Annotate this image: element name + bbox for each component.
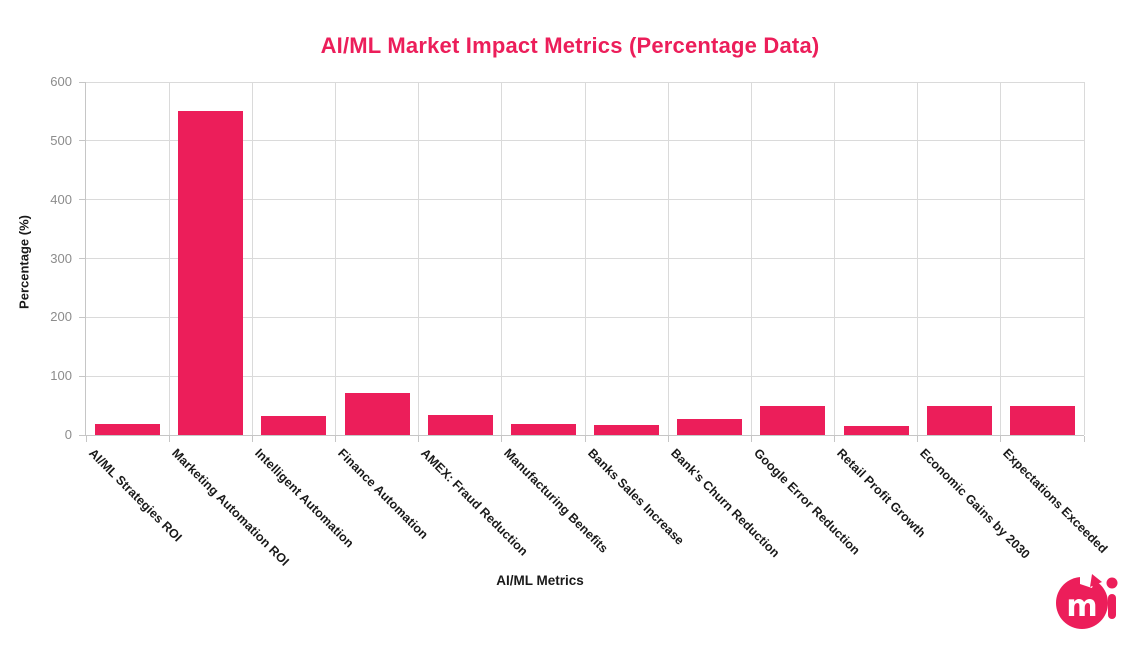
gridline-x-10 xyxy=(917,82,919,435)
bar-1[interactable] xyxy=(95,424,161,435)
gridline-x-12 xyxy=(1083,82,1085,435)
gridline-x-6 xyxy=(584,82,586,435)
y-tick-mark-200 xyxy=(79,316,85,318)
x-category-label-10: Retail Profit Growth xyxy=(834,446,929,541)
y-tick-mark-300 xyxy=(79,258,85,259)
gridline-x-5 xyxy=(501,82,503,435)
x-category-label-1: AI/ML Strategies ROI xyxy=(85,446,185,545)
x-tick-mark-5 xyxy=(501,436,503,442)
bar-10[interactable] xyxy=(843,425,909,435)
y-tick-label-100: 100 xyxy=(50,368,72,384)
y-tick-mark-100 xyxy=(79,375,85,377)
x-tick-mark-3 xyxy=(335,436,336,442)
gridline-x-2 xyxy=(251,82,253,435)
y-tick-mark-400 xyxy=(79,199,85,201)
gridline-x-11 xyxy=(1000,82,1002,435)
y-tick-mark-600 xyxy=(79,81,85,83)
x-category-label-7: Banks Sales Increase xyxy=(584,446,687,548)
x-tick-mark-4 xyxy=(418,436,420,442)
y-tick-mark-500 xyxy=(79,140,85,142)
x-tick-mark-0 xyxy=(85,436,87,442)
bar-12[interactable] xyxy=(1009,406,1075,435)
brand-logo-icon: m xyxy=(1056,573,1118,629)
x-tick-mark-11 xyxy=(1000,436,1002,442)
plot-area: 0 100 200 300 400 500 600 AI/ML Strategies ROI M… xyxy=(50,74,1110,569)
y-tick-label-400: 400 xyxy=(50,191,72,207)
x-tick-mark-10 xyxy=(917,436,919,442)
x-tick-mark-1 xyxy=(168,436,170,442)
svg-text:m: m xyxy=(1066,589,1097,624)
x-tick-mark-6 xyxy=(584,436,586,442)
x-axis-title: AI/ML Metrics xyxy=(496,573,584,588)
bar-6[interactable] xyxy=(510,424,576,435)
y-tick-label-0: 0 xyxy=(64,427,72,442)
x-tick-mark-8 xyxy=(750,436,752,442)
gridline-x-3 xyxy=(335,82,336,435)
y-tick-mark-0 xyxy=(79,434,85,436)
x-tick-mark-9 xyxy=(834,436,835,442)
bar-11[interactable] xyxy=(926,406,992,435)
y-tick-label-500: 500 xyxy=(50,132,72,148)
x-tick-mark-12 xyxy=(1083,436,1085,442)
x-tick-mark-7 xyxy=(667,436,669,442)
bar-3[interactable] xyxy=(261,415,327,435)
gridline-x-8 xyxy=(750,82,752,435)
y-tick-label-200: 200 xyxy=(50,309,72,325)
gridline-x-1 xyxy=(168,82,170,435)
y-tick-label-300: 300 xyxy=(50,250,72,266)
y-tick-label-600: 600 xyxy=(50,74,72,89)
bar-5[interactable] xyxy=(427,415,493,435)
bar-8[interactable] xyxy=(677,418,743,435)
x-tick-mark-2 xyxy=(251,436,253,442)
bar-4[interactable] xyxy=(344,392,410,435)
chart-title: AI/ML Market Impact Metrics (Percentage … xyxy=(320,33,820,58)
gridline-x-9 xyxy=(834,82,835,435)
gridline-x-7 xyxy=(667,82,669,435)
x-category-label-4: Finance Automation xyxy=(335,446,431,542)
bar-7[interactable] xyxy=(594,425,660,435)
bar-9[interactable] xyxy=(760,406,826,435)
gridline-x-4 xyxy=(418,82,420,435)
bar-2[interactable] xyxy=(178,111,244,435)
